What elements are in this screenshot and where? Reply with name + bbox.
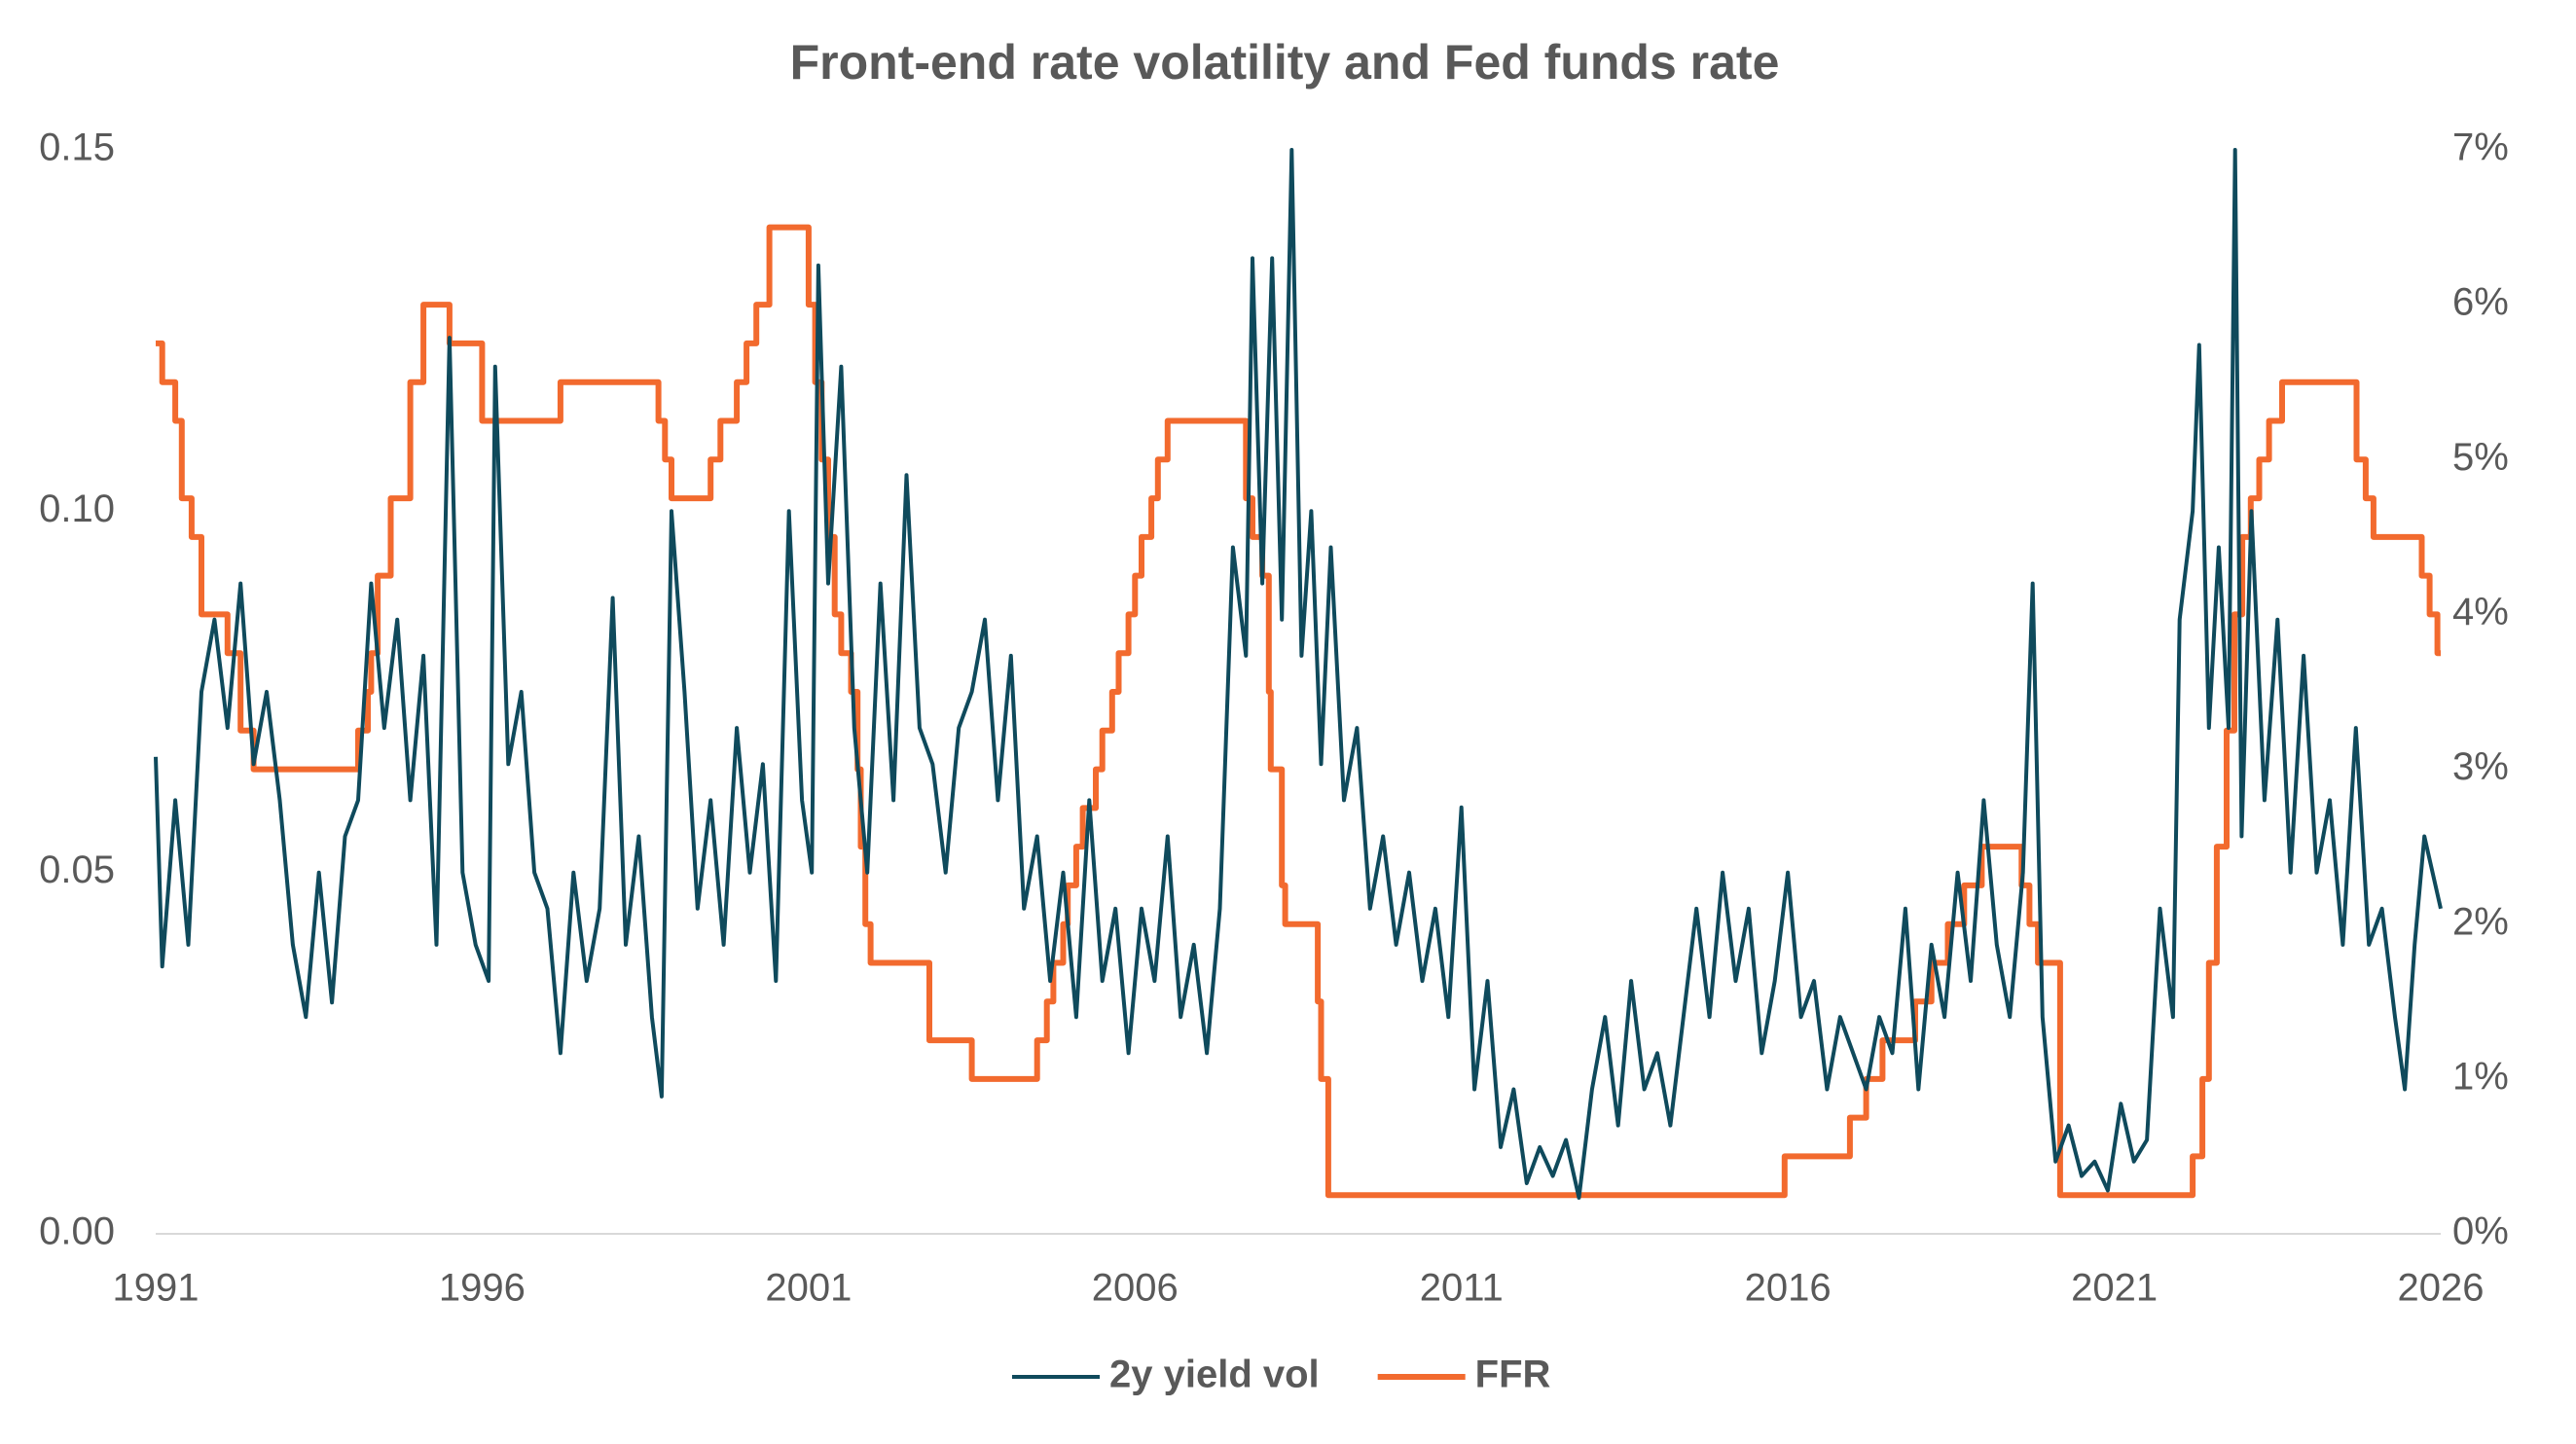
legend-label: FFR	[1475, 1354, 1551, 1396]
y2-tick-label: 2%	[2452, 900, 2509, 943]
y2-tick-label: 6%	[2452, 281, 2509, 324]
chart-title: Front-end rate volatility and Fed funds …	[790, 35, 1780, 90]
y2-tick-label: 4%	[2452, 591, 2509, 633]
series-line	[156, 224, 2441, 1199]
x-tick-label: 2026	[2398, 1267, 2485, 1310]
y2-tick-label: 3%	[2452, 745, 2509, 788]
series-line	[154, 148, 2443, 1200]
y2-tick-label: 7%	[2452, 126, 2509, 169]
x-tick-label: 2016	[1745, 1267, 1832, 1310]
y-tick-label: 0.00	[39, 1210, 115, 1253]
y-tick-label: 0.10	[39, 487, 115, 530]
x-tick-label: 2006	[1092, 1267, 1179, 1310]
x-tick-label: 2021	[2071, 1267, 2158, 1310]
y2-tick-label: 0%	[2452, 1210, 2509, 1253]
y-tick-label: 0.15	[39, 126, 115, 169]
x-tick-label: 1991	[113, 1267, 200, 1310]
x-tick-label: 2001	[765, 1267, 852, 1310]
y2-tick-label: 1%	[2452, 1055, 2509, 1098]
legend-label: 2y yield vol	[1109, 1354, 1320, 1396]
x-tick-label: 2011	[1420, 1267, 1504, 1310]
y2-tick-label: 5%	[2452, 436, 2509, 479]
y-tick-label: 0.05	[39, 848, 115, 891]
x-tick-label: 1996	[439, 1267, 526, 1310]
